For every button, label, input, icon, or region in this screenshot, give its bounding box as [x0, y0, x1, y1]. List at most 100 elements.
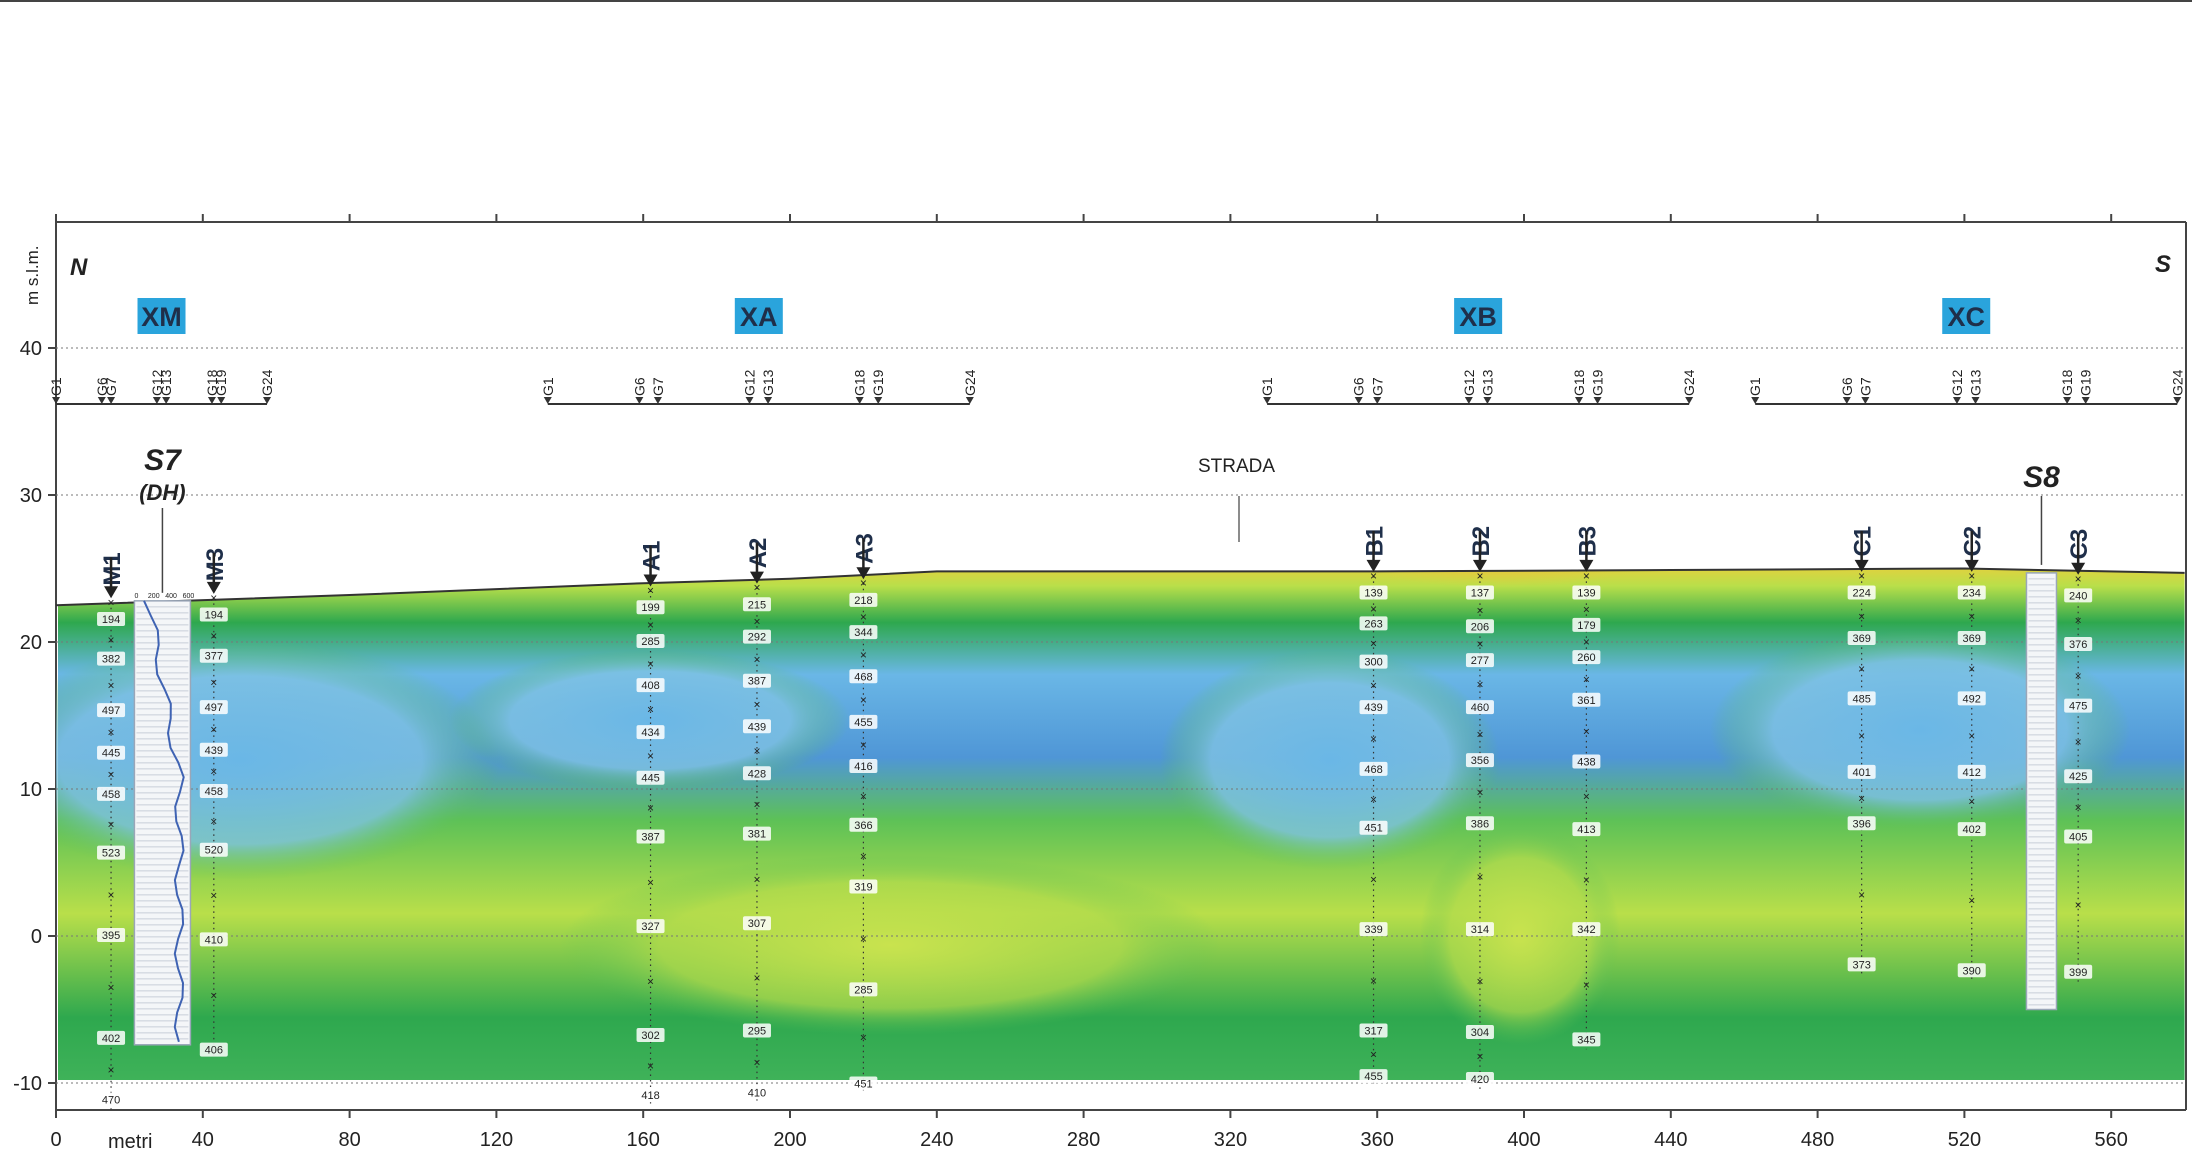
y-tick-label: 30: [20, 485, 42, 507]
array-name-label: XC: [1947, 302, 1985, 332]
velocity-value-label: 451: [1364, 823, 1382, 835]
velocity-value-box: [849, 879, 878, 894]
geophone-marker: [217, 397, 226, 404]
velocity-value-box: [636, 1088, 665, 1103]
geophone-array-xa: XA G1 G6 G7 G12 G13 G18 G19 G24: [540, 298, 978, 405]
array-tag: [734, 298, 783, 334]
velocity-value-box: [636, 919, 665, 934]
velocity-value-label: 307: [748, 918, 766, 930]
geophone-label: G1: [1747, 377, 1763, 396]
geophone-label: G13: [1968, 369, 1984, 396]
velocity-value-label: 386: [1471, 818, 1489, 830]
geophone-position-marker: ×: [2075, 669, 2082, 683]
profile-top-marker: ×: [2075, 572, 2082, 586]
profile-a3: A3 × 218 × 344 × 468 × 455 × 416 × 366 × 319 × 285 × 451: [849, 533, 878, 1094]
geophone-marker: [2081, 397, 2090, 404]
geophone-marker: [635, 397, 644, 404]
velocity-value-box: [1572, 822, 1601, 837]
velocity-value-box: [1572, 585, 1601, 600]
velocity-value-box: [1465, 619, 1494, 634]
elevation-gridlines: [56, 347, 2186, 1084]
geophone-position-marker: ×: [753, 797, 760, 811]
velocity-value-box: [1359, 922, 1388, 937]
geophone-position-marker: ×: [860, 932, 867, 946]
geophone-label: G18: [852, 369, 868, 396]
x-tick-label: 320: [1214, 1129, 1247, 1151]
y-tick-label: 10: [20, 779, 42, 801]
array-name-label: XM: [141, 302, 182, 332]
velocity-value-label: 339: [1364, 924, 1382, 936]
profile-name-label: B3: [1574, 526, 1601, 557]
profile-b1: B1 × 139 × 263 × 300 × 439 × 468 × 451 × 339 × 317 × 455: [1359, 526, 1389, 1086]
geophone-marker: [1483, 397, 1492, 404]
velocity-value-label: 302: [641, 1030, 659, 1042]
velocity-value-box: [199, 700, 228, 715]
profile-name-label: A1: [639, 541, 666, 572]
x-tick-label: 240: [920, 1129, 953, 1151]
geophone-position-marker: ×: [210, 675, 217, 689]
geophone-position-marker: ×: [753, 744, 760, 758]
y-tick-label: -10: [13, 1073, 42, 1095]
velocity-value-box: [849, 714, 878, 729]
profile-name-label: B2: [1468, 526, 1495, 557]
geophone-position-marker: ×: [860, 648, 867, 662]
velocity-value-box: [2064, 698, 2093, 713]
geophone-position-marker: ×: [1476, 870, 1483, 884]
geophone-label: G24: [259, 369, 275, 396]
downhole-scale-label: 200: [148, 593, 160, 600]
velocity-value-label: 396: [1852, 818, 1870, 830]
geophone-position-marker: ×: [860, 610, 867, 624]
profile-top-marker: ×: [647, 584, 654, 598]
profile-arrow-head: [1964, 559, 1979, 572]
velocity-value-label: 260: [1577, 652, 1595, 664]
velocity-value-label: 497: [102, 705, 120, 717]
geophone-position-marker: ×: [1476, 1050, 1483, 1064]
downhole-scale-label: 400: [165, 593, 177, 600]
x-tick-label: 200: [773, 1129, 806, 1151]
geophone-position-marker: ×: [860, 1030, 867, 1044]
velocity-value-box: [97, 745, 126, 760]
geophone-position-marker: ×: [753, 697, 760, 711]
velocity-profiles: M1 × 194 × 382 × 497 × 445 × 458 × 523 × 395 × 402 × 470 M3…: [97, 526, 2093, 1110]
profile-arrow-head: [1854, 559, 1869, 572]
orientation-north-label: N: [70, 254, 88, 281]
profile-name-label: C3: [2066, 529, 2093, 560]
geophone-label: G7: [1369, 377, 1385, 396]
geophone-position-marker: ×: [1370, 602, 1377, 616]
geophone-position-marker: ×: [210, 764, 217, 778]
velocity-value-box: [742, 673, 771, 688]
geophone-position-marker: ×: [1476, 786, 1483, 800]
velocity-value-box: [97, 928, 126, 942]
velocity-value-label: 139: [1577, 587, 1595, 599]
velocity-value-label: 406: [205, 1045, 223, 1057]
velocity-value-label: 425: [2069, 771, 2087, 783]
geophone-position-marker: ×: [1370, 1047, 1377, 1061]
x-tick-label: 0: [50, 1129, 61, 1151]
profile-top-marker: ×: [108, 595, 115, 609]
velocity-value-label: 458: [102, 789, 120, 801]
profile-arrow-head: [104, 586, 119, 599]
profile-top-marker: ×: [210, 591, 217, 605]
velocity-value-label: 319: [854, 881, 872, 893]
borehole-sub-label: (DH): [139, 480, 185, 505]
geophone-position-marker: ×: [1583, 725, 1590, 739]
velocity-value-box: [849, 982, 878, 997]
velocity-value-box: [636, 678, 665, 693]
profile-c2: C2 × 234 × 369 × 492 × 412 × 402 × 390: [1957, 526, 1987, 981]
profile-arrow-head: [1579, 559, 1594, 572]
geophone-position-marker: ×: [2075, 898, 2082, 912]
velocity-value-box: [742, 766, 771, 781]
velocity-value-label: 390: [1963, 965, 1981, 977]
velocity-value-label: 492: [1963, 693, 1981, 705]
downhole-velocity-curve: [143, 600, 185, 1043]
profile-top-marker: ×: [1370, 569, 1377, 583]
geophone-marker: [1263, 397, 1272, 404]
geophone-marker: [1464, 397, 1473, 404]
velocity-value-box: [1359, 1023, 1388, 1038]
profile-b3: B3 × 139 × 179 × 260 × 361 × 438 × 413 × 342 × 345: [1572, 526, 1601, 1050]
geophone-label: G6: [1351, 377, 1367, 396]
profile-arrow-head: [643, 574, 658, 587]
geophone-position-marker: ×: [210, 722, 217, 736]
geophone-marker: [263, 397, 272, 404]
geophone-position-marker: ×: [2075, 614, 2082, 628]
